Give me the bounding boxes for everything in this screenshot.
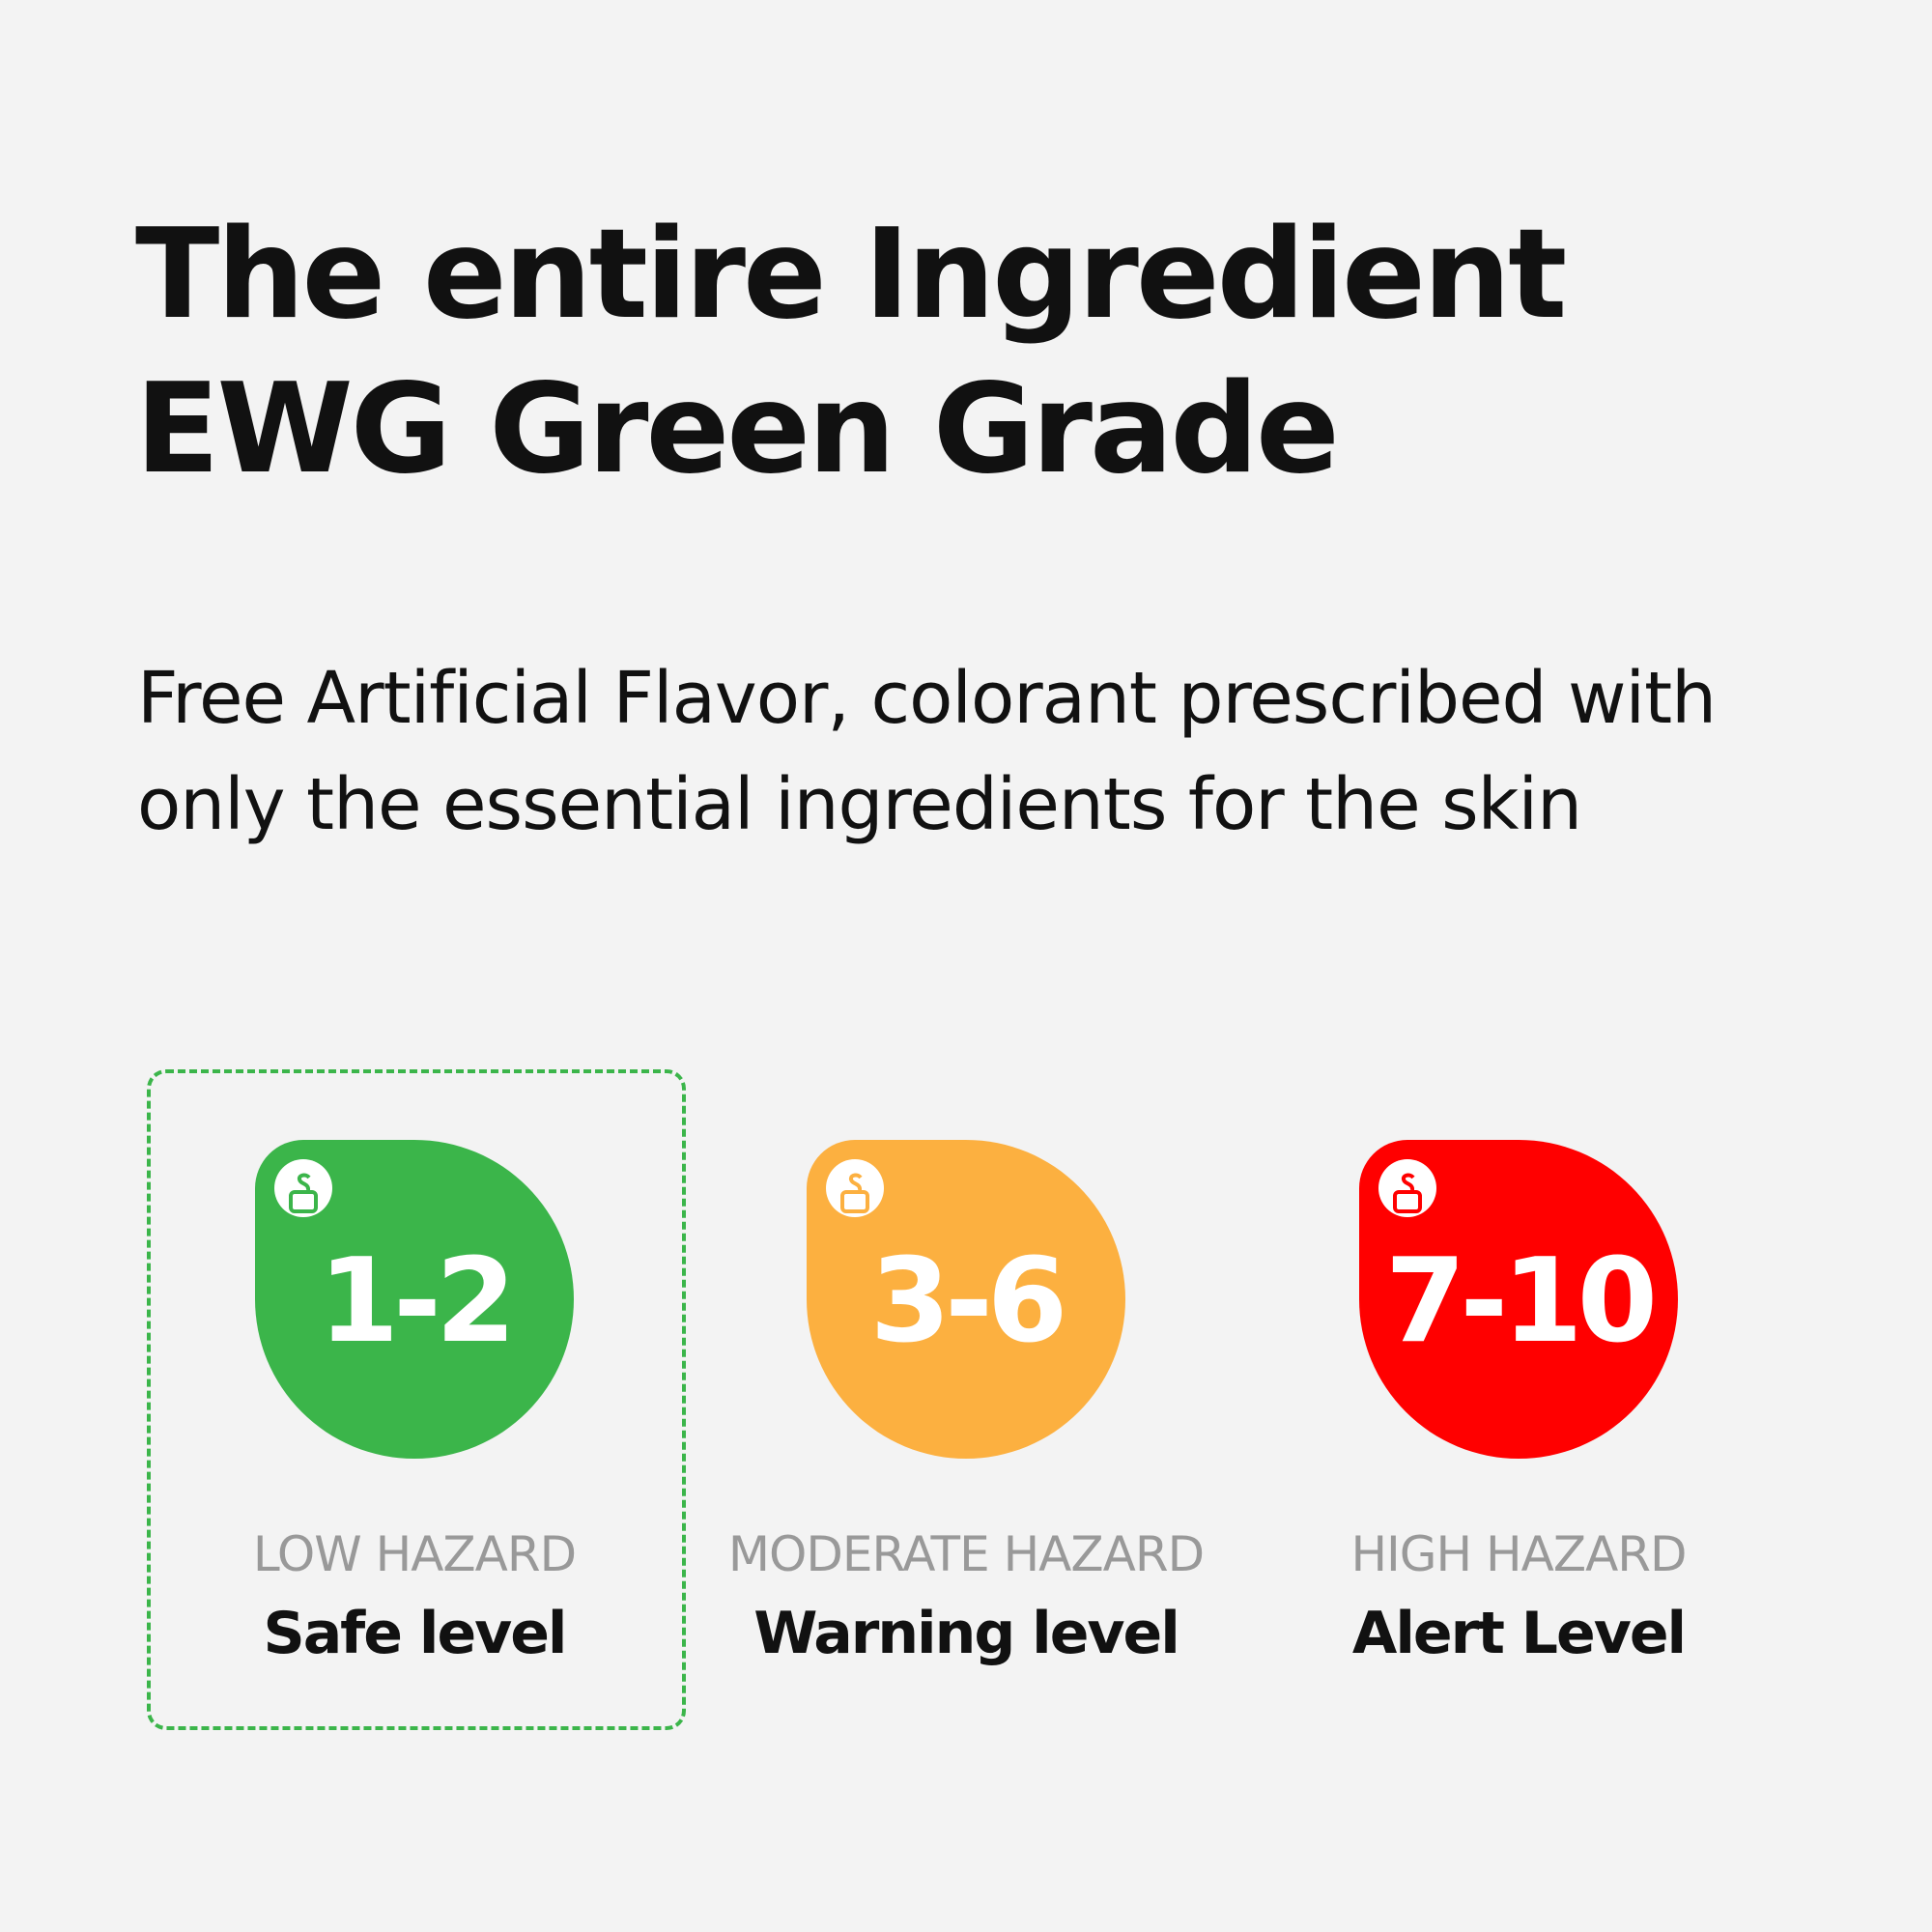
- level-name: Safe level: [263, 1600, 567, 1667]
- level-name: Warning level: [753, 1600, 1180, 1667]
- grade-badge: 7-10: [1359, 1140, 1678, 1459]
- ewg-skin-deep-icon: [274, 1159, 332, 1217]
- grade-badge: 1-2: [255, 1140, 574, 1459]
- selected-level-outline: [147, 1069, 686, 1730]
- level-name: Alert Level: [1351, 1600, 1687, 1667]
- hazard-label: LOW HAZARD: [252, 1526, 577, 1582]
- title-line-2: EWG Green Grade: [135, 357, 1340, 501]
- ewg-skin-deep-icon: [1378, 1159, 1436, 1217]
- grade-range: 1-2: [318, 1234, 517, 1369]
- page-title: The entire Ingredient EWG Green Grade: [135, 198, 1567, 507]
- subtitle-line-2: only the essential ingredients for the s…: [137, 763, 1582, 846]
- hazard-label: HIGH HAZARD: [1350, 1526, 1687, 1582]
- grade-badge: 3-6: [807, 1140, 1125, 1459]
- level-alert: 7-10 HIGH HAZARD Alert Level: [1243, 1140, 1794, 1667]
- subtitle: Free Artificial Flavor, colorant prescri…: [137, 645, 1717, 858]
- hazard-label: MODERATE HAZARD: [727, 1526, 1205, 1582]
- subtitle-line-1: Free Artificial Flavor, colorant prescri…: [137, 657, 1717, 740]
- grade-range: 3-6: [869, 1234, 1068, 1369]
- title-line-1: The entire Ingredient: [135, 203, 1567, 347]
- grade-range: 7-10: [1384, 1234, 1658, 1369]
- level-safe: 1-2 LOW HAZARD Safe level: [139, 1140, 690, 1667]
- level-warning: 3-6 MODERATE HAZARD Warning level: [691, 1140, 1241, 1667]
- ewg-skin-deep-icon: [826, 1159, 884, 1217]
